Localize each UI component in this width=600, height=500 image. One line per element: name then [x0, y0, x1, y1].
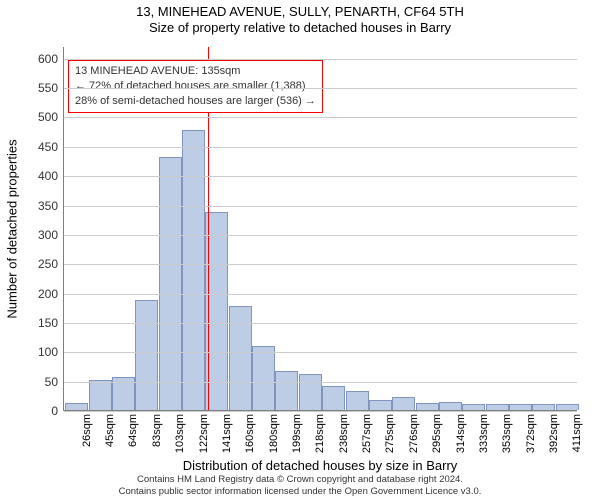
gridline [64, 117, 577, 118]
y-tick-label: 350 [38, 199, 64, 213]
bar [532, 404, 555, 410]
x-tick-label: 180sqm [268, 414, 280, 453]
x-tick-label: 199sqm [291, 414, 303, 453]
bar [556, 404, 579, 410]
x-tick-label: 276sqm [408, 414, 420, 453]
gridline [64, 264, 577, 265]
gridline [64, 147, 577, 148]
x-tick-label: 411sqm [571, 414, 583, 452]
x-tick-label: 372sqm [525, 414, 537, 453]
x-tick-label: 160sqm [244, 414, 256, 453]
gridline [64, 323, 577, 324]
bar [89, 380, 112, 410]
bar [159, 157, 182, 410]
y-tick-label: 0 [51, 404, 64, 418]
annotation-line-2: ← 72% of detached houses are smaller (1,… [75, 79, 316, 94]
chart-area: 13 MINEHEAD AVENUE: 135sqm ← 72% of deta… [60, 44, 580, 414]
x-tick-label: 275sqm [384, 414, 396, 453]
x-tick-label: 26sqm [81, 414, 93, 447]
gridline [64, 235, 577, 236]
y-tick-label: 200 [38, 287, 64, 301]
gridline [64, 176, 577, 177]
y-tick-label: 450 [38, 140, 64, 154]
gridline [64, 88, 577, 89]
bar [65, 403, 88, 410]
bar [392, 397, 415, 410]
y-tick-label: 50 [45, 375, 64, 389]
bar [416, 403, 439, 410]
x-tick-label: 314sqm [455, 414, 467, 453]
x-tick-label: 333sqm [478, 414, 490, 453]
gridline [64, 382, 577, 383]
bar [486, 404, 509, 410]
title-line1: 13, MINEHEAD AVENUE, SULLY, PENARTH, CF6… [0, 0, 600, 20]
y-tick-label: 400 [38, 169, 64, 183]
x-tick-label: 392sqm [548, 414, 560, 453]
bar [509, 404, 532, 410]
y-axis-label: Number of detached properties [5, 139, 20, 318]
x-tick-label: 238sqm [338, 414, 350, 453]
x-tick-label: 353sqm [501, 414, 513, 453]
bar [182, 130, 205, 410]
footer-line-2: Contains public sector information licen… [0, 486, 600, 498]
y-tick-label: 100 [38, 345, 64, 359]
x-tick-label: 141sqm [221, 414, 233, 453]
y-tick-label: 150 [38, 316, 64, 330]
bar [229, 306, 252, 410]
annotation-box: 13 MINEHEAD AVENUE: 135sqm ← 72% of deta… [68, 60, 323, 113]
plot-region: 13 MINEHEAD AVENUE: 135sqm ← 72% of deta… [63, 47, 577, 411]
bar [439, 402, 462, 410]
bar [346, 391, 369, 410]
y-tick-label: 300 [38, 228, 64, 242]
gridline [64, 411, 577, 412]
title-line2: Size of property relative to detached ho… [0, 20, 600, 38]
y-tick-label: 500 [38, 110, 64, 124]
x-tick-label: 122sqm [198, 414, 210, 453]
x-tick-label: 64sqm [127, 414, 139, 447]
bar [275, 371, 298, 410]
bar [462, 404, 485, 410]
x-tick-label: 218sqm [314, 414, 326, 453]
annotation-line-3: 28% of semi-detached houses are larger (… [75, 94, 316, 109]
bar [322, 386, 345, 410]
x-tick-label: 45sqm [104, 414, 116, 447]
x-tick-label: 83sqm [151, 414, 163, 447]
x-tick-label: 295sqm [431, 414, 443, 453]
annotation-line-1: 13 MINEHEAD AVENUE: 135sqm [75, 64, 316, 79]
gridline [64, 59, 577, 60]
x-axis-label: Distribution of detached houses by size … [183, 458, 458, 473]
footer: Contains HM Land Registry data © Crown c… [0, 474, 600, 498]
x-tick-label: 103sqm [174, 414, 186, 453]
bar [135, 300, 158, 410]
gridline [64, 352, 577, 353]
bar [252, 346, 275, 410]
chart-wrapper: 13, MINEHEAD AVENUE, SULLY, PENARTH, CF6… [0, 0, 600, 500]
bar [299, 374, 322, 410]
bar [369, 400, 392, 410]
y-tick-label: 550 [38, 81, 64, 95]
footer-line-1: Contains HM Land Registry data © Crown c… [0, 474, 600, 486]
y-tick-label: 600 [38, 52, 64, 66]
y-tick-label: 250 [38, 257, 64, 271]
x-tick-label: 257sqm [361, 414, 373, 453]
gridline [64, 294, 577, 295]
gridline [64, 206, 577, 207]
